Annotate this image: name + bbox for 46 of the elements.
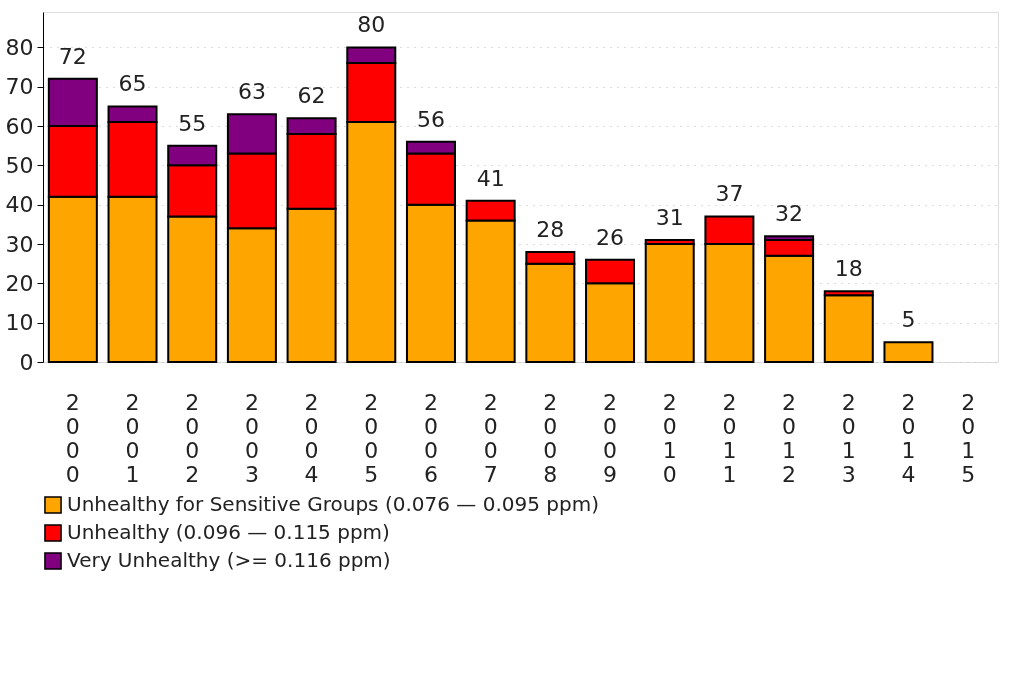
y-tick-label: 50: [5, 152, 34, 178]
bar: [883, 341, 934, 363]
y-tick-label: 20: [5, 270, 34, 296]
x-tick-label: 2010: [662, 389, 677, 487]
x-tick-label: 2001: [125, 389, 140, 487]
total-label: 26: [596, 224, 625, 250]
x-tick-label: 2009: [603, 389, 618, 487]
x-tick-label: 2011: [722, 389, 737, 487]
total-label: 37: [715, 181, 744, 207]
legend-label: Very Unhealthy (>= 0.116 ppm): [67, 548, 391, 572]
total-label: 56: [416, 106, 445, 132]
total-label: 65: [118, 71, 147, 97]
x-tick-label: 2015: [961, 389, 976, 487]
bar: [823, 294, 874, 363]
total-label: 63: [237, 79, 266, 105]
y-tick-label: 40: [5, 192, 34, 218]
x-tick-label: 2008: [543, 389, 558, 487]
x-tick-label: 2007: [483, 389, 498, 487]
x-tick-label: 2012: [782, 389, 797, 487]
x-tick-label: 2004: [304, 389, 319, 487]
bar: [644, 243, 695, 363]
total-label: 41: [476, 165, 505, 191]
x-tick-label: 2000: [65, 389, 80, 487]
legend-label: Unhealthy for Sensitive Groups (0.076 — 0.095 ppm): [67, 492, 599, 516]
legend-label: Unhealthy (0.096 — 0.115 ppm): [67, 520, 390, 544]
x-tick-label: 2006: [423, 389, 438, 487]
total-label: 72: [58, 43, 87, 69]
total-label: 28: [536, 216, 565, 242]
total-label: 5: [901, 307, 916, 333]
total-label: 80: [357, 12, 386, 38]
x-tick-label: 2002: [185, 389, 200, 487]
y-tick-label: 70: [5, 74, 34, 100]
y-tick-label: 10: [5, 310, 34, 336]
y-tick-label: 30: [5, 231, 34, 257]
total-label: 62: [297, 83, 326, 109]
y-tick-label: 0: [19, 349, 34, 375]
x-tick-label: 2013: [841, 389, 856, 487]
y-tick-label: 80: [5, 34, 34, 60]
total-label: 32: [775, 201, 804, 227]
x-tick-label: 2005: [364, 389, 379, 487]
x-tick-label: 2003: [244, 389, 259, 487]
total-label: 18: [834, 256, 863, 282]
total-label: 55: [178, 110, 207, 136]
x-tick-label: 2014: [901, 389, 916, 487]
total-label: 31: [655, 205, 684, 231]
y-tick-label: 60: [5, 113, 34, 139]
